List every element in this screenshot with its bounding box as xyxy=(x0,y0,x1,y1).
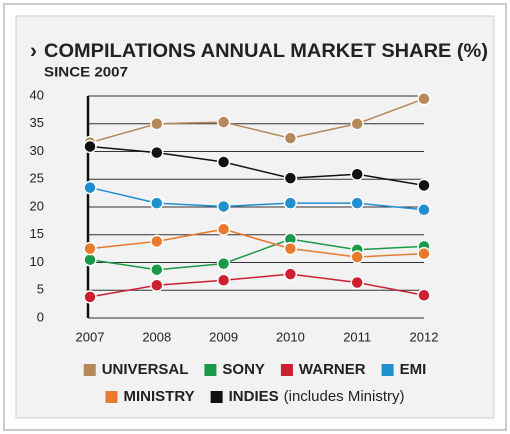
x-tick-label: 2011 xyxy=(343,329,371,344)
data-point xyxy=(283,171,298,185)
legend-label: UNIVERSAL xyxy=(102,361,189,378)
data-point xyxy=(417,288,431,302)
y-tick-label: 15 xyxy=(30,226,44,241)
data-point xyxy=(83,252,97,267)
data-point xyxy=(283,196,298,210)
data-point xyxy=(150,145,164,160)
data-point xyxy=(350,250,364,264)
series-line xyxy=(89,228,425,258)
series-line xyxy=(89,238,425,271)
y-tick-label: 0 xyxy=(37,309,44,324)
data-point xyxy=(216,155,231,169)
legend-label: EMI xyxy=(400,361,427,378)
legend-swatch xyxy=(105,391,118,403)
legend-item: EMI xyxy=(381,361,427,378)
legend-item: UNIVERSAL xyxy=(83,361,189,378)
legend-label: MINISTRY xyxy=(124,388,195,405)
title-marker: › xyxy=(30,40,37,63)
y-tick-label: 5 xyxy=(37,282,44,297)
x-tick-label: 2012 xyxy=(410,329,439,344)
data-point xyxy=(417,203,431,217)
y-tick-label: 20 xyxy=(30,198,44,213)
legend-label: INDIES xyxy=(229,388,279,405)
legend-note: (includes Ministry) xyxy=(284,388,405,405)
legend-row: UNIVERSAL SONY WARNER EMI xyxy=(83,361,427,378)
legend-item: INDIES (includes Ministry) xyxy=(210,388,405,405)
data-point xyxy=(283,131,298,145)
data-point xyxy=(83,139,97,154)
x-tick-label: 2010 xyxy=(276,329,305,344)
data-point xyxy=(150,278,164,293)
legend-swatch xyxy=(204,364,217,376)
data-point xyxy=(150,234,164,249)
chart-title: COMPILATIONS ANNUAL MARKET SHARE (%) xyxy=(44,41,488,62)
data-point xyxy=(83,241,97,256)
y-tick-label: 40 xyxy=(30,87,44,102)
data-point xyxy=(216,199,231,214)
x-tick-label: 2009 xyxy=(209,329,238,344)
y-tick-label: 25 xyxy=(30,171,44,186)
series-line xyxy=(89,186,425,211)
data-point xyxy=(83,290,97,304)
data-point xyxy=(350,167,364,182)
legend-swatch xyxy=(280,364,293,376)
data-point xyxy=(417,178,431,193)
y-tick-label: 30 xyxy=(30,143,44,158)
data-point xyxy=(350,275,364,290)
chart-subtitle: SINCE 2007 xyxy=(44,64,128,80)
data-point xyxy=(216,222,231,236)
series-line xyxy=(89,98,425,144)
legend-swatch xyxy=(381,364,394,376)
data-point xyxy=(283,267,298,281)
legend-swatch xyxy=(83,364,96,376)
data-point xyxy=(83,180,97,195)
legend-label: WARNER xyxy=(299,361,366,378)
data-point xyxy=(150,196,164,210)
legend-row: MINISTRY INDIES (includes Ministry) xyxy=(105,388,405,405)
data-point xyxy=(417,92,431,106)
legend-label: SONY xyxy=(222,361,265,378)
x-tick-label: 2008 xyxy=(142,329,171,344)
panel xyxy=(15,15,495,419)
data-point xyxy=(350,117,364,131)
x-tick-label: 2007 xyxy=(76,329,105,344)
series-line xyxy=(89,273,425,298)
y-tick-label: 10 xyxy=(30,254,44,269)
data-point xyxy=(150,117,164,131)
series-line xyxy=(89,145,425,187)
data-point xyxy=(216,273,231,288)
data-point xyxy=(216,115,231,129)
data-point xyxy=(216,256,231,271)
legend-item: SONY xyxy=(204,361,265,378)
data-point xyxy=(417,246,431,261)
legend-item: WARNER xyxy=(280,361,366,378)
data-point xyxy=(283,241,298,256)
data-point xyxy=(150,262,164,277)
legend-swatch xyxy=(210,391,223,403)
data-point xyxy=(350,196,364,210)
legend-item: MINISTRY xyxy=(105,388,195,405)
y-tick-label: 35 xyxy=(30,115,44,130)
